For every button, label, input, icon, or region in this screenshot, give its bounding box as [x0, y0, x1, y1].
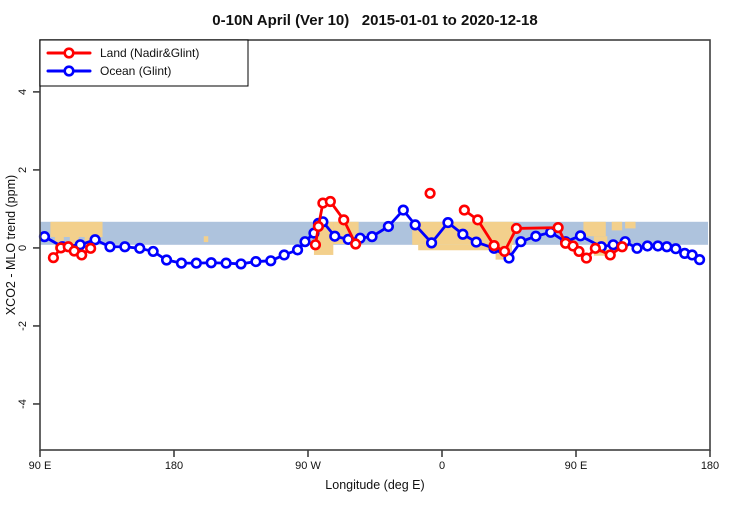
- ocean-series-point: [366, 231, 378, 243]
- y-tick-label: -2: [17, 321, 29, 331]
- land-series-point: [458, 204, 470, 216]
- ocean-series-point: [515, 236, 527, 248]
- ocean-series-point: [250, 255, 262, 268]
- ocean-series-point: [686, 249, 698, 261]
- ocean-series-point: [607, 239, 619, 251]
- legend-marker: [63, 47, 75, 59]
- land-series-point: [472, 214, 484, 226]
- x-tick-label: 0: [439, 460, 445, 472]
- land-series-point: [589, 242, 601, 254]
- land-shading-patch: [203, 236, 209, 243]
- ocean-series-point: [220, 257, 232, 269]
- chart-title: 0-10N April (Ver 10) 2015-01-01 to 2020-…: [212, 12, 537, 29]
- legend-marker: [63, 65, 75, 77]
- land-series-point: [580, 252, 593, 264]
- ocean-series-point: [205, 257, 217, 269]
- x-axis-label: Longitude (deg E): [325, 478, 424, 492]
- land-shading-patch: [418, 244, 496, 251]
- ocean-series-point: [652, 240, 664, 252]
- land-series-point: [488, 239, 500, 252]
- ocean-series-point: [409, 219, 421, 231]
- x-tick-label: 90 E: [29, 460, 52, 472]
- land-series-point: [85, 242, 97, 254]
- land-shading-patch: [50, 221, 103, 238]
- ocean-series-point: [670, 243, 682, 255]
- land-series-point: [309, 239, 322, 251]
- x-tick-label: 90 E: [565, 460, 588, 472]
- ocean-series-point: [530, 230, 542, 242]
- ocean-series-point: [641, 240, 654, 252]
- ocean-series-point: [134, 242, 146, 254]
- ocean-series-point: [265, 255, 277, 267]
- legend-item-label: Land (Nadir&Glint): [100, 46, 199, 60]
- land-shading-patch: [583, 221, 606, 237]
- ocean-series-point: [89, 234, 101, 246]
- land-series-point: [510, 222, 523, 235]
- ocean-series-point: [425, 237, 438, 249]
- ocean-series-point: [397, 204, 409, 216]
- ocean-series-point: [175, 257, 188, 269]
- x-tick-label: 180: [165, 460, 183, 472]
- ocean-series-point: [104, 241, 116, 253]
- ocean-series-point: [190, 257, 202, 269]
- land-series-point: [324, 195, 336, 208]
- legend-item-label: Ocean (Glint): [100, 64, 171, 78]
- land-series-point: [350, 238, 362, 250]
- x-tick-label: 90 W: [295, 460, 321, 472]
- ocean-series-point: [160, 254, 173, 266]
- y-tick-label: 0: [17, 245, 29, 251]
- land-shading-patch: [625, 221, 636, 229]
- ocean-series-point: [119, 241, 131, 253]
- ocean-series-point: [457, 228, 469, 240]
- plot-border: [39, 39, 711, 451]
- land-series-point: [338, 214, 350, 226]
- land-series-point: [498, 245, 511, 258]
- ocean-series-point: [235, 258, 247, 270]
- ocean-series-point: [442, 216, 454, 229]
- land-series-point: [573, 245, 585, 258]
- y-tick-label: -4: [17, 399, 29, 409]
- ocean-series-point: [147, 245, 159, 258]
- ocean-series-point: [329, 230, 341, 242]
- ocean-series-point: [382, 220, 395, 233]
- legend-box: [39, 39, 249, 87]
- land-shading-patch: [69, 237, 79, 246]
- x-tick-label: 180: [701, 460, 719, 472]
- ocean-series-point: [278, 249, 290, 261]
- ocean-series-point: [693, 254, 706, 266]
- land-series-point: [604, 249, 616, 261]
- ocean-series-point: [574, 230, 587, 242]
- land-shading-patch: [611, 221, 623, 231]
- ocean-series-point: [631, 242, 643, 254]
- ocean-series-point: [470, 236, 482, 248]
- y-tick-label: 4: [17, 89, 29, 95]
- land-series-point: [552, 222, 564, 234]
- ocean-series-point: [291, 244, 304, 256]
- ocean-series-point: [299, 236, 311, 248]
- land-series-point: [76, 249, 88, 261]
- land-series-point: [424, 187, 436, 199]
- ocean-series-point: [661, 241, 673, 253]
- land-series-point: [312, 220, 325, 233]
- land-series-point: [47, 252, 60, 264]
- ocean-series-point: [38, 231, 51, 243]
- y-tick-label: 2: [17, 167, 29, 173]
- land-series-point: [616, 241, 628, 253]
- y-axis-label: XCO2 - MLO trend (ppm): [4, 175, 18, 315]
